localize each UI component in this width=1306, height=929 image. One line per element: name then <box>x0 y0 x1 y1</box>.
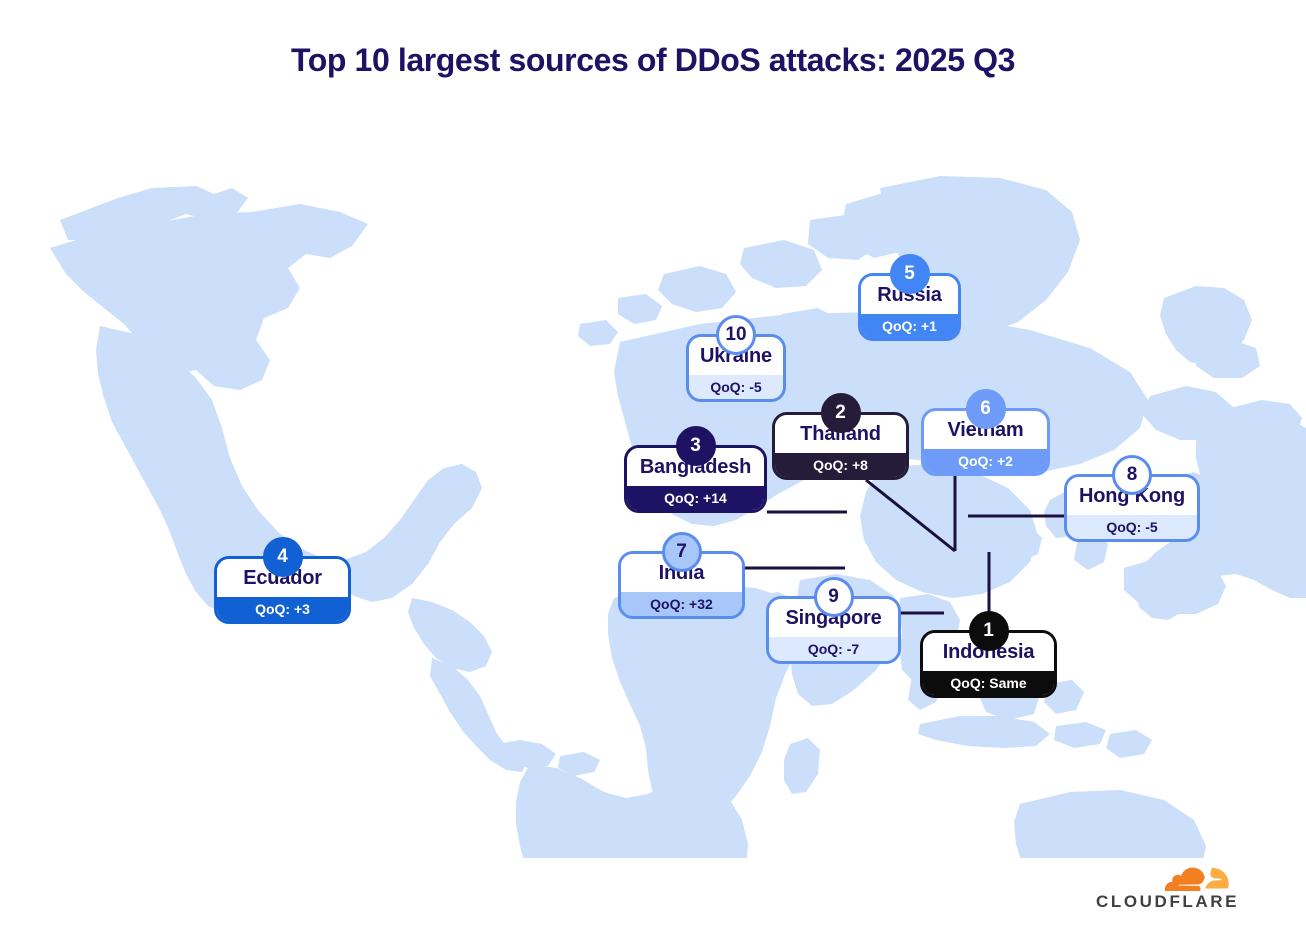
country-card-ecuador[interactable]: Ecuador QoQ: +3 4 <box>214 537 351 624</box>
qoq-value-thailand: QoQ: +8 <box>775 453 906 477</box>
cloudflare-logo: CLOUDFLARE <box>1096 849 1276 911</box>
qoq-value-hong-kong: QoQ: -5 <box>1067 515 1197 539</box>
card-body-india: India QoQ: +32 <box>618 551 745 619</box>
country-name-ecuador: Ecuador <box>217 559 348 597</box>
rank-badge-vietnam: 6 <box>965 389 1006 429</box>
page-title: Top 10 largest sources of DDoS attacks: … <box>291 42 1015 78</box>
country-name-indonesia: Indonesia <box>923 633 1054 671</box>
qoq-value-bangladesh: QoQ: +14 <box>627 486 764 510</box>
rank-badge-russia: 5 <box>889 254 930 294</box>
rank-badge-india: 7 <box>661 532 702 572</box>
rank-badge-indonesia: 1 <box>968 611 1009 651</box>
country-card-ukraine[interactable]: Ukraine QoQ: -5 10 <box>686 315 786 402</box>
country-card-thailand[interactable]: Thailand QoQ: +8 2 <box>772 393 909 480</box>
card-body-ecuador: Ecuador QoQ: +3 <box>214 556 351 624</box>
qoq-value-ecuador: QoQ: +3 <box>217 597 348 621</box>
country-card-singapore[interactable]: Singapore QoQ: -7 9 <box>766 577 901 664</box>
country-card-indonesia[interactable]: Indonesia QoQ: Same 1 <box>920 611 1057 698</box>
country-card-india[interactable]: India QoQ: +32 7 <box>618 532 745 619</box>
qoq-value-indonesia: QoQ: Same <box>923 671 1054 695</box>
country-card-bangladesh[interactable]: Bangladesh QoQ: +14 3 <box>624 426 767 513</box>
qoq-value-ukraine: QoQ: -5 <box>689 375 783 399</box>
rank-badge-ukraine: 10 <box>716 315 756 355</box>
card-body-vietnam: Vietnam QoQ: +2 <box>921 408 1050 476</box>
rank-badge-ecuador: 4 <box>262 537 303 577</box>
rank-badge-singapore: 9 <box>813 577 854 617</box>
qoq-value-vietnam: QoQ: +2 <box>924 449 1047 473</box>
card-body-russia: Russia QoQ: +1 <box>858 273 961 341</box>
cloudflare-wordmark: CLOUDFLARE <box>1096 892 1239 911</box>
qoq-value-russia: QoQ: +1 <box>861 314 958 338</box>
country-card-vietnam[interactable]: Vietnam QoQ: +2 6 <box>921 389 1050 476</box>
cloudflare-cloud-icon <box>1164 867 1229 892</box>
rank-badge-bangladesh: 3 <box>675 426 716 466</box>
cloud-accent-wing <box>1205 867 1229 889</box>
qoq-value-india: QoQ: +32 <box>621 592 742 616</box>
rank-badge-hong-kong: 8 <box>1112 455 1152 495</box>
country-name-russia: Russia <box>861 276 958 314</box>
country-card-hong-kong[interactable]: Hong Kong QoQ: -5 8 <box>1064 455 1200 542</box>
qoq-value-singapore: QoQ: -7 <box>769 637 898 661</box>
country-card-russia[interactable]: Russia QoQ: +1 5 <box>858 254 961 341</box>
cloud-main <box>1164 867 1205 892</box>
rank-badge-thailand: 2 <box>820 393 861 433</box>
